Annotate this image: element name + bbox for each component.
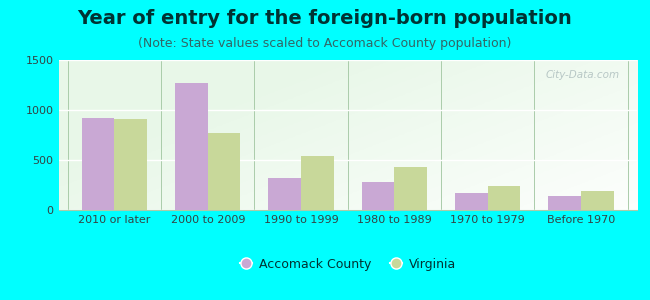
Bar: [268, 178, 301, 210]
Bar: [395, 167, 427, 210]
Text: Year of entry for the foreign-born population: Year of entry for the foreign-born popul…: [77, 9, 573, 28]
Bar: [301, 155, 333, 210]
Bar: [114, 119, 147, 210]
Bar: [175, 83, 208, 210]
Bar: [208, 133, 240, 210]
Bar: [362, 182, 395, 210]
Bar: [82, 118, 114, 210]
Text: (Note: State values scaled to Accomack County population): (Note: State values scaled to Accomack C…: [138, 38, 512, 50]
Text: City-Data.com: City-Data.com: [545, 70, 619, 80]
Bar: [488, 186, 521, 210]
Bar: [455, 193, 488, 210]
Bar: [581, 190, 614, 210]
Bar: [549, 196, 581, 210]
Legend: Accomack County, Virginia: Accomack County, Virginia: [235, 253, 461, 276]
